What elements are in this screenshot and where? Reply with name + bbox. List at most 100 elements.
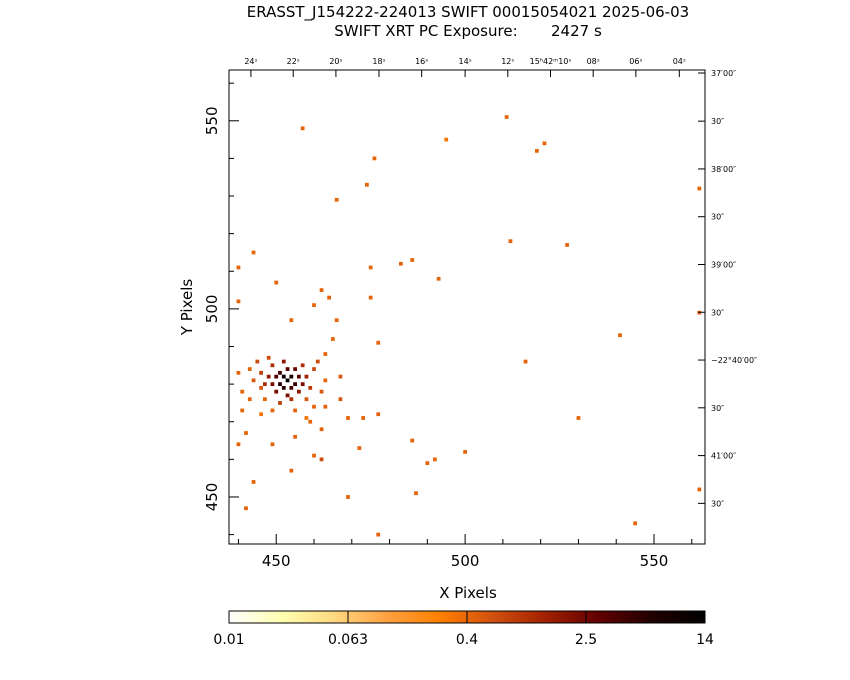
x-tick-label: 550	[640, 552, 669, 570]
count-pixel	[266, 374, 271, 379]
count-pixel	[323, 378, 328, 383]
count-pixel	[433, 457, 437, 462]
count-pixel	[278, 401, 282, 405]
count-pixel	[312, 303, 316, 308]
count-pixel	[304, 397, 309, 402]
count-pixel	[285, 393, 290, 398]
count-pixel	[278, 382, 282, 387]
count-pixel	[244, 506, 248, 511]
count-pixel	[285, 378, 290, 383]
count-pixel	[270, 442, 275, 447]
ra-tick-label: 15ʰ42ᵐ10ˢ	[530, 57, 572, 66]
colorbar-label: 2.5	[575, 632, 597, 648]
count-pixel	[410, 258, 415, 262]
count-pixel	[523, 359, 528, 364]
ra-tick-label: 22ˢ	[287, 57, 300, 66]
count-pixel	[436, 276, 441, 281]
ra-tick-label: 20ˢ	[329, 57, 342, 66]
y-axis-label: Y Pixels	[178, 279, 196, 337]
count-pixel	[376, 412, 381, 417]
count-pixel	[327, 295, 331, 300]
ra-tick-label: 24ˢ	[244, 57, 257, 66]
count-pixel	[293, 367, 297, 371]
x-axis-label: X Pixels	[439, 584, 497, 602]
count-pixel	[504, 115, 509, 119]
dec-tick-label: 39′00″	[711, 260, 736, 269]
count-pixel	[618, 333, 622, 338]
count-pixel	[312, 453, 316, 458]
count-pixel	[323, 404, 328, 409]
count-pixel	[304, 416, 309, 420]
count-pixel	[240, 408, 245, 413]
count-pixel	[289, 468, 294, 473]
count-pixel	[274, 374, 279, 379]
dec-tick-label: −22°40′00″	[711, 356, 757, 365]
count-pixel	[300, 363, 305, 368]
count-pixel	[300, 382, 305, 387]
count-pixel	[410, 438, 415, 443]
dec-tick-label: 30″	[711, 499, 724, 508]
dec-tick-label: 30″	[711, 213, 724, 222]
y-tick-label: 550	[203, 106, 221, 135]
count-pixel	[463, 449, 467, 454]
count-pixel	[576, 416, 581, 420]
colorbar-label: 0.4	[456, 632, 478, 648]
count-pixel	[361, 416, 365, 420]
dec-tick-label: 41′00″	[711, 452, 736, 461]
count-pixel	[308, 419, 313, 424]
count-pixel	[338, 397, 343, 402]
count-pixel	[247, 367, 252, 371]
count-pixel	[312, 404, 316, 409]
count-pixel	[259, 412, 263, 417]
ra-tick-label: 12ˢ	[501, 57, 514, 66]
colorbar-label: 0.01	[213, 632, 244, 648]
count-pixel	[236, 299, 241, 304]
count-pixel	[244, 431, 248, 435]
count-pixel	[508, 239, 513, 244]
y-tick-label: 500	[203, 295, 221, 324]
dec-tick-label: 30″	[711, 308, 724, 317]
count-pixel	[312, 367, 316, 371]
count-pixel	[281, 359, 286, 364]
colorbar-label: 14	[696, 632, 714, 648]
colorbar-label: 0.063	[328, 632, 368, 648]
count-pixel	[240, 389, 245, 394]
count-pixel	[251, 378, 256, 383]
count-pixel	[319, 427, 324, 432]
count-pixel	[565, 243, 569, 247]
y-tick-label: 450	[203, 483, 221, 512]
count-pixel	[289, 318, 294, 323]
count-pixel	[293, 408, 297, 413]
count-pixel	[236, 442, 241, 447]
dec-tick-label: 37′00″	[711, 69, 736, 78]
count-pixel	[278, 370, 282, 375]
count-pixel	[376, 340, 381, 345]
count-pixel	[247, 397, 252, 402]
count-pixel	[304, 374, 309, 379]
count-pixel	[285, 367, 290, 371]
count-pixel	[542, 141, 547, 146]
count-pixel	[270, 408, 275, 413]
count-pixel	[697, 186, 702, 191]
count-pixel	[535, 149, 539, 153]
dec-tick-label: 38′00″	[711, 165, 736, 174]
count-pixel	[281, 386, 286, 390]
count-pixel	[293, 434, 297, 439]
count-pixel	[270, 363, 275, 368]
count-pixel	[289, 386, 294, 390]
count-pixel	[414, 491, 418, 496]
ra-tick-label: 06ˢ	[629, 57, 642, 66]
count-pixel	[346, 495, 350, 499]
x-tick-label: 500	[451, 552, 480, 570]
count-pixel	[266, 355, 271, 360]
count-pixel	[334, 197, 339, 202]
dec-tick-label: 30″	[711, 117, 724, 126]
count-pixel	[270, 382, 275, 387]
count-pixel	[319, 457, 324, 462]
count-pixel	[368, 295, 373, 300]
count-pixel	[372, 156, 377, 161]
chart-title: ERASST_J154222-224013 SWIFT 00015054021 …	[247, 3, 689, 22]
ra-tick-label: 18ˢ	[372, 57, 385, 66]
x-tick-label: 450	[262, 552, 291, 570]
